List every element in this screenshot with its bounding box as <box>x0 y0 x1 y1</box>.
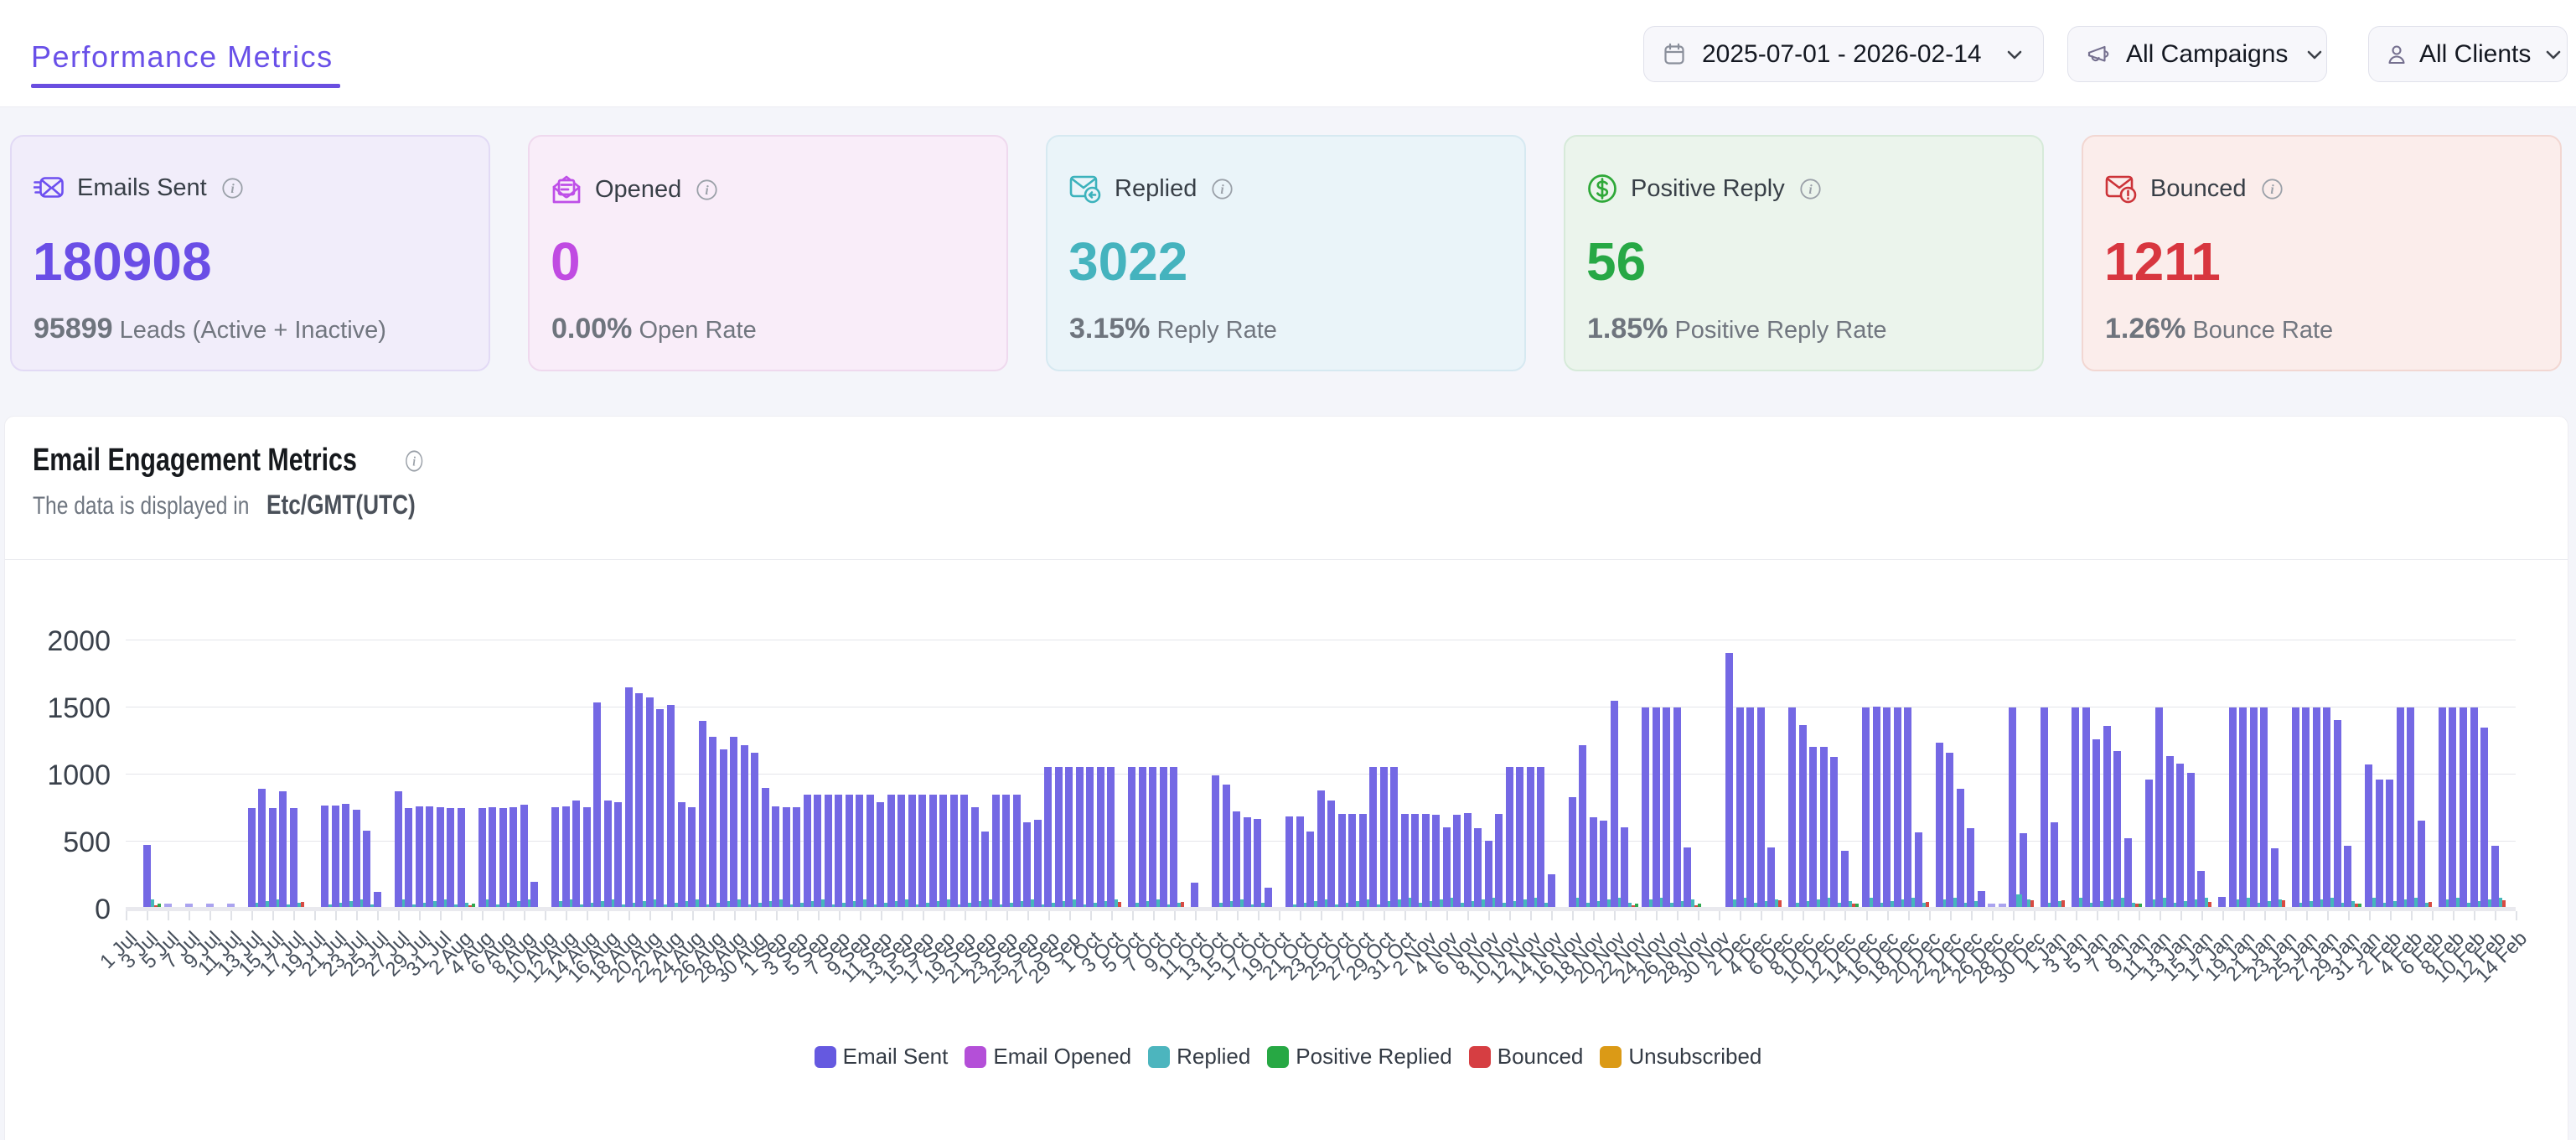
svg-text:i: i <box>706 184 710 198</box>
svg-text:i: i <box>1808 183 1813 197</box>
svg-text:i: i <box>230 182 235 196</box>
svg-text:i: i <box>412 454 416 469</box>
svg-text:i: i <box>2270 183 2274 197</box>
svg-text:i: i <box>1221 183 1225 197</box>
